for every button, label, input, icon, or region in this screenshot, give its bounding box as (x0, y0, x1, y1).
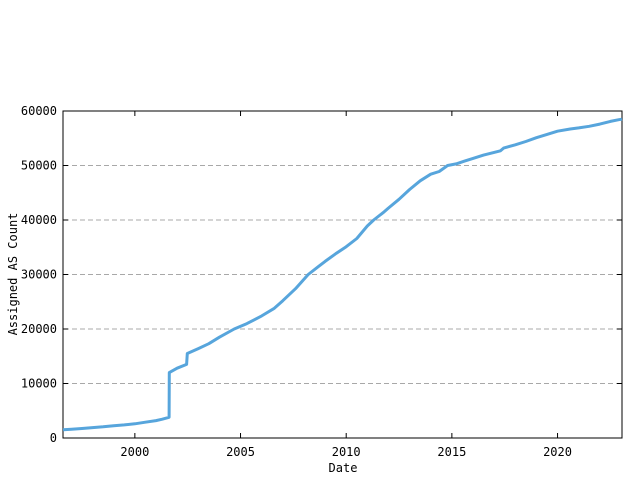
x-axis-title: Date (328, 461, 358, 475)
y-tick-label: 50000 (21, 159, 57, 173)
y-tick-label: 20000 (21, 322, 57, 336)
y-tick-label: 10000 (21, 377, 57, 391)
y-axis-title: Assigned AS Count (6, 212, 20, 336)
data-line (62, 117, 623, 432)
x-tick-label: 2000 (120, 445, 149, 459)
y-tick-label: 0 (50, 431, 57, 445)
y-tick-label: 60000 (21, 104, 57, 118)
x-tick-label: 2020 (543, 445, 572, 459)
y-tick-label: 40000 (21, 213, 57, 227)
y-tick-label: 30000 (21, 268, 57, 282)
x-tick-label: 2010 (332, 445, 361, 459)
x-tick-label: 2005 (226, 445, 255, 459)
x-tick-label: 2015 (437, 445, 466, 459)
